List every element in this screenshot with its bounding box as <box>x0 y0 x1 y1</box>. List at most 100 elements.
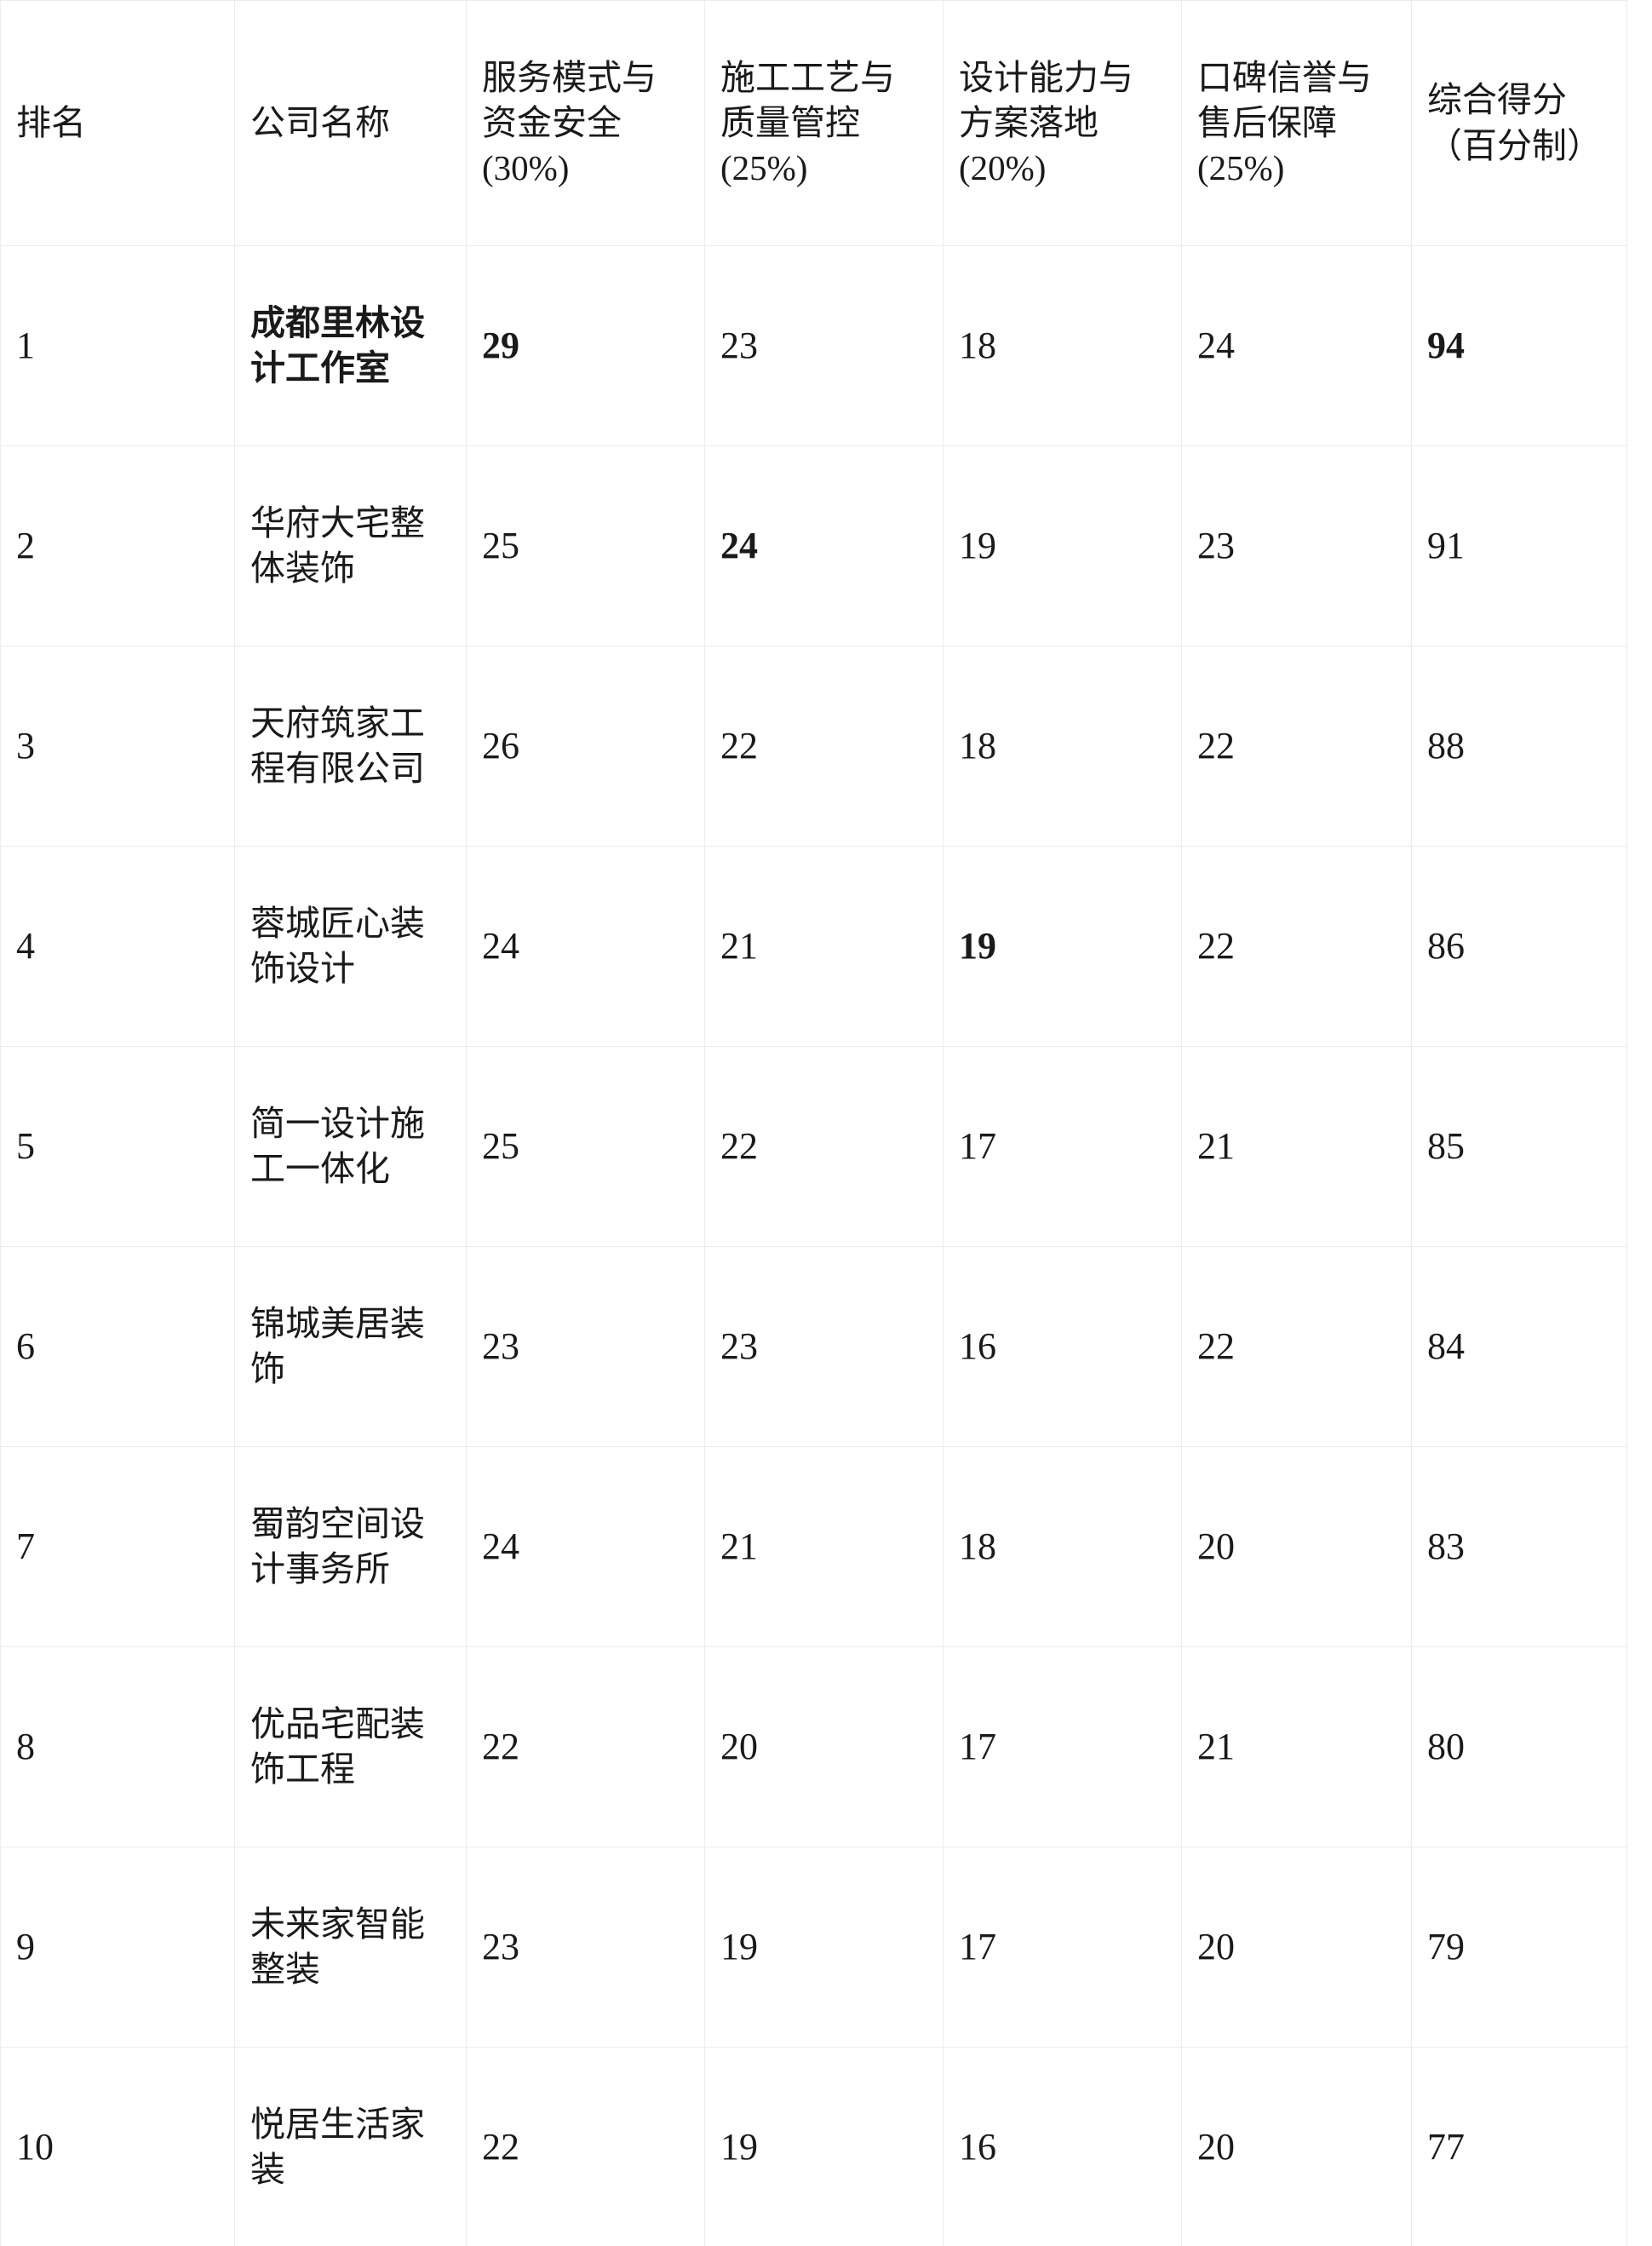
table-row: 9 未来家智能整装 23 19 17 20 79 <box>0 1847 1627 2048</box>
cell-total-score: 83 <box>1411 1446 1627 1647</box>
cell-company: 未来家智能整装 <box>234 1847 467 2048</box>
column-header-total-score-line1: 综合得分 <box>1427 80 1567 120</box>
cell-company: 天府筑家工程有限公司 <box>234 646 467 847</box>
column-header-total-score: 综合得分 （百分制） <box>1411 0 1627 246</box>
cell-construction-quality: 22 <box>704 646 944 847</box>
cell-construction-quality: 20 <box>704 1646 944 1847</box>
cell-reputation-aftersales: 24 <box>1181 245 1412 446</box>
column-header-design-capability-line2: 方案落地 <box>959 102 1098 142</box>
table-row: 8 优品宅配装饰工程 22 20 17 21 80 <box>0 1646 1627 1847</box>
cell-rank: 9 <box>0 1847 235 2048</box>
cell-rank: 5 <box>0 1046 235 1247</box>
cell-construction-quality: 19 <box>704 1847 944 2048</box>
column-header-service-model-line2: 资金安全 <box>482 102 622 142</box>
column-header-design-capability: 设计能力与 方案落地 (20%) <box>943 0 1182 246</box>
cell-company: 成都里林设计工作室 <box>234 245 467 446</box>
cell-total-score: 91 <box>1411 445 1627 646</box>
cell-total-score: 84 <box>1411 1246 1627 1447</box>
cell-service-model: 23 <box>466 1246 705 1447</box>
cell-total-score: 79 <box>1411 1847 1627 2048</box>
cell-design-capability: 17 <box>943 1847 1182 2048</box>
cell-service-model: 29 <box>466 245 705 446</box>
table-row: 5 简一设计施工一体化 25 22 17 21 85 <box>0 1046 1627 1247</box>
cell-reputation-aftersales: 23 <box>1181 445 1412 646</box>
cell-service-model: 24 <box>466 1446 705 1647</box>
cell-company: 悦居生活家装 <box>234 2047 467 2246</box>
cell-rank: 1 <box>0 245 235 446</box>
column-header-reputation-aftersales-line1: 口碑信誉与 <box>1197 57 1372 97</box>
column-header-reputation-aftersales: 口碑信誉与 售后保障 (25%) <box>1181 0 1412 246</box>
table-row: 4 蓉城匠心装饰设计 24 21 19 22 86 <box>0 846 1627 1047</box>
cell-rank: 2 <box>0 445 235 646</box>
column-header-design-capability-weight: (20%) <box>959 148 1047 188</box>
table-row: 6 锦城美居装饰 23 23 16 22 84 <box>0 1246 1627 1447</box>
cell-service-model: 22 <box>466 2047 705 2246</box>
table-row: 10 悦居生活家装 22 19 16 20 77 <box>0 2047 1627 2246</box>
column-header-company: 公司名称 <box>234 0 467 246</box>
column-header-rank: 排名 <box>0 0 235 246</box>
cell-construction-quality: 23 <box>704 245 944 446</box>
column-header-company-label: 公司名称 <box>250 102 390 142</box>
cell-service-model: 22 <box>466 1646 705 1847</box>
cell-service-model: 23 <box>466 1847 705 2048</box>
table-header: 排名 公司名称 服务模式与 资金安全 (30%) 施工工艺与 质量管控 (25%… <box>0 0 1627 246</box>
cell-service-model: 26 <box>466 646 705 847</box>
cell-company: 蓉城匠心装饰设计 <box>234 846 467 1047</box>
table-row: 3 天府筑家工程有限公司 26 22 18 22 88 <box>0 646 1627 847</box>
cell-design-capability: 17 <box>943 1646 1182 1847</box>
cell-total-score: 80 <box>1411 1646 1627 1847</box>
cell-service-model: 24 <box>466 846 705 1047</box>
column-header-service-model-weight: (30%) <box>482 148 570 188</box>
cell-service-model: 25 <box>466 1046 705 1247</box>
cell-reputation-aftersales: 21 <box>1181 1646 1412 1847</box>
column-header-construction-quality: 施工工艺与 质量管控 (25%) <box>704 0 944 246</box>
cell-rank: 10 <box>0 2047 235 2246</box>
column-header-construction-quality-weight: (25%) <box>720 148 808 188</box>
column-header-design-capability-line1: 设计能力与 <box>959 57 1133 97</box>
cell-company: 优品宅配装饰工程 <box>234 1646 467 1847</box>
cell-rank: 4 <box>0 846 235 1047</box>
column-header-service-model-line1: 服务模式与 <box>482 57 657 97</box>
cell-design-capability: 19 <box>943 846 1182 1047</box>
cell-design-capability: 18 <box>943 1446 1182 1647</box>
cell-design-capability: 18 <box>943 245 1182 446</box>
cell-reputation-aftersales: 20 <box>1181 1847 1412 2048</box>
column-header-rank-label: 排名 <box>16 102 86 142</box>
cell-total-score: 88 <box>1411 646 1627 847</box>
cell-design-capability: 18 <box>943 646 1182 847</box>
cell-total-score: 77 <box>1411 2047 1627 2246</box>
cell-reputation-aftersales: 20 <box>1181 1446 1412 1647</box>
cell-company: 蜀韵空间设计事务所 <box>234 1446 467 1647</box>
cell-construction-quality: 21 <box>704 846 944 1047</box>
column-header-construction-quality-line2: 质量管控 <box>720 102 860 142</box>
table-row: 2 华府大宅整体装饰 25 24 19 23 91 <box>0 445 1627 646</box>
column-header-service-model: 服务模式与 资金安全 (30%) <box>466 0 705 246</box>
column-header-construction-quality-line1: 施工工艺与 <box>720 57 895 97</box>
cell-reputation-aftersales: 20 <box>1181 2047 1412 2246</box>
column-header-total-score-line2: （百分制） <box>1427 125 1602 165</box>
cell-company: 简一设计施工一体化 <box>234 1046 467 1247</box>
cell-reputation-aftersales: 21 <box>1181 1046 1412 1247</box>
cell-total-score: 86 <box>1411 846 1627 1047</box>
cell-design-capability: 19 <box>943 445 1182 646</box>
cell-design-capability: 17 <box>943 1046 1182 1247</box>
cell-company: 锦城美居装饰 <box>234 1246 467 1447</box>
cell-construction-quality: 19 <box>704 2047 944 2246</box>
cell-design-capability: 16 <box>943 1246 1182 1447</box>
header-row: 排名 公司名称 服务模式与 资金安全 (30%) 施工工艺与 质量管控 (25%… <box>0 0 1627 246</box>
cell-reputation-aftersales: 22 <box>1181 646 1412 847</box>
cell-design-capability: 16 <box>943 2047 1182 2246</box>
cell-construction-quality: 22 <box>704 1046 944 1247</box>
column-header-reputation-aftersales-line2: 售后保障 <box>1197 102 1337 142</box>
cell-company: 华府大宅整体装饰 <box>234 445 467 646</box>
cell-reputation-aftersales: 22 <box>1181 846 1412 1047</box>
cell-rank: 7 <box>0 1446 235 1647</box>
cell-rank: 8 <box>0 1646 235 1847</box>
cell-total-score: 85 <box>1411 1046 1627 1247</box>
column-header-reputation-aftersales-weight: (25%) <box>1197 148 1285 188</box>
table-body: 1 成都里林设计工作室 29 23 18 24 94 2 华府大宅整体装饰 25 24 19 23 91 3… <box>0 245 1627 2246</box>
cell-construction-quality: 23 <box>704 1246 944 1447</box>
cell-rank: 3 <box>0 646 235 847</box>
